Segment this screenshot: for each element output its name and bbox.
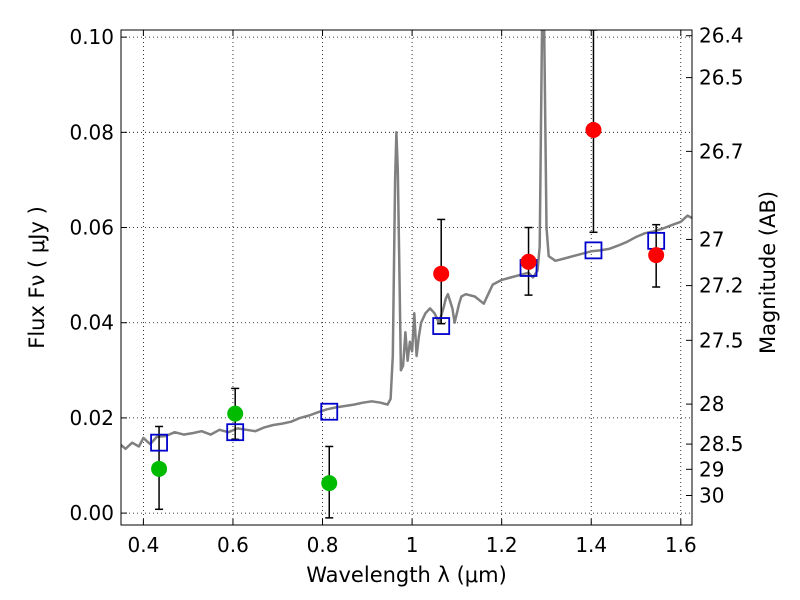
- x-axis-label: Wavelength λ (μm): [306, 563, 507, 587]
- spectrum-line: [121, 30, 692, 451]
- model-square: [584, 241, 603, 260]
- right-tick-label: 27: [699, 227, 724, 251]
- y-tick-label: 0.02: [69, 406, 114, 430]
- error-bars: [155, 30, 661, 519]
- grid-lines: [121, 30, 692, 525]
- x-tick-label: 1.6: [665, 533, 697, 557]
- nondetection-point: [227, 405, 244, 422]
- model-square: [226, 423, 245, 442]
- nondetection-point: [151, 460, 168, 477]
- x-tick-label: 0.4: [127, 533, 159, 557]
- y-tick-label: 0.10: [69, 25, 114, 49]
- right-tick-label: 26.4: [699, 24, 744, 48]
- right-tick-label: 30: [699, 483, 724, 507]
- right-tick-label: 28.5: [699, 432, 744, 456]
- x-tick-label: 0.6: [217, 533, 249, 557]
- y-tick-label: 0.04: [69, 311, 114, 335]
- y-tick-label: 0.08: [69, 120, 114, 144]
- plot-frame: [120, 29, 693, 526]
- spectrum-series: [121, 30, 692, 451]
- right-tick-label: 28: [699, 392, 724, 416]
- detection-point: [648, 247, 665, 264]
- model-square: [320, 402, 339, 421]
- data-points: [150, 121, 666, 492]
- model-square: [432, 317, 451, 335]
- y-axis-label: Flux Fν ( μJy ): [25, 206, 49, 349]
- right-tick-label: 27.2: [699, 274, 744, 298]
- right-tick-label: 26.5: [699, 66, 744, 90]
- detection-point: [520, 253, 537, 270]
- right-tick-label: 29: [699, 457, 724, 481]
- nondetection-point: [321, 475, 338, 492]
- y-tick-label: 0.00: [69, 501, 114, 525]
- right-tick-label: 26.7: [699, 139, 744, 163]
- x-tick-label: 1.4: [575, 533, 607, 557]
- x-tick-label: 1.2: [486, 533, 518, 557]
- detection-point: [585, 121, 602, 138]
- right-tick-label: 27.5: [699, 328, 744, 352]
- x-tick-label: 1: [406, 533, 419, 557]
- axis-ticks: 0.4 0.6 0.8 1 1.2 1.4 1.6 0.00 0.02 0.04 0.06 0.08 0…: [69, 24, 743, 557]
- y-tick-label: 0.06: [69, 216, 114, 240]
- right-axis-label: Magnitude (AB): [756, 191, 780, 354]
- x-tick-label: 0.8: [307, 533, 339, 557]
- model-square: [150, 433, 168, 452]
- detection-point: [433, 265, 450, 282]
